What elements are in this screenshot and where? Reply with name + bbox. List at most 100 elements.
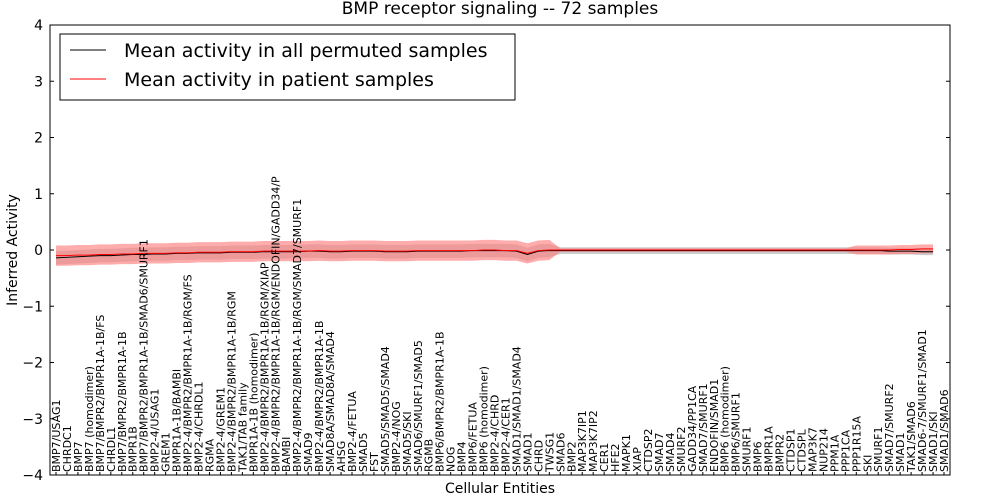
category-label: SMAD9 [302,433,315,472]
category-label: BMP2-4/BMPR2/BMPR1A-1B [313,321,326,472]
y-tick-label: 2 [34,131,43,147]
category-label: BMP2-4/BMPR2/BMPR1A-1B/RGM/XIAP [258,262,271,472]
category-label: SMURF2 [675,427,688,473]
legend-entry-patient: Mean activity in patient samples [124,69,434,91]
category-label: TAK1/SMAD6 [905,401,918,473]
category-label: SMAD6 [554,433,567,472]
category-label: BMP7/USAG1 [50,400,63,472]
category-label: SMAD4 [664,433,677,472]
y-tick-label: −1 [22,299,43,315]
y-axis-label: Inferred Activity [5,194,21,306]
category-label: SMURF1 [872,427,885,473]
category-label: PPP1R15A [850,415,863,472]
category-label: BMP7/BMPR2/BMPR1A-1B/FS [94,315,107,472]
category-label: SMAD1/SMAD6 [938,389,951,472]
x-axis-label: Cellular Entities [445,481,555,497]
series-line-permuted [55,250,934,259]
category-label: MAP3K7 [806,427,819,472]
category-label: FST [368,452,381,472]
legend-entry-permuted: Mean activity in all permuted samples [124,40,487,62]
category-label: CHRDC1 [61,425,74,472]
category-label: BMPR2 [774,434,787,472]
category-label: BMP2-4/CHRDL1 [193,381,206,472]
category-label: BMP6/BMPR2/BMPR1A-1B [434,331,447,472]
category-label: SMAD1/SKI [927,411,940,472]
category-label: BMP2-4/NOG [390,401,403,472]
category-label: SMAD5/SKI [401,411,414,472]
category-label: NUP214 [817,428,830,472]
series-line-patient [56,248,934,257]
category-label: XIAP [631,447,644,472]
category-label: BMP2-4/BMPR2/BMPR1A-1B/RGM/ENDOFIN/GADD3… [269,176,282,472]
category-label: BMP4 [456,441,469,472]
category-label: BMP2-4/BMPR2/BMPR1A-1B/RGM [225,291,238,472]
category-label: PPP1CA [839,429,852,472]
category-label: BMP7 [72,441,85,472]
category-label: BMP7/BMPR2/BMPR1A-1B [116,331,129,472]
category-label: BMP2-4/USAG1 [149,389,162,472]
category-label: BMP6/FETUA [467,402,480,472]
category-label: BMPR1B [127,426,140,472]
category-label: BMP2-4/BMPR2/BMPR1A-1B/RGM/FS [182,274,195,472]
category-label: BMPR1A-1B/BAMBI [171,369,184,472]
y-tick-label: −4 [22,468,43,484]
category-label: BMP2-4/FETUA [346,391,359,472]
category-label: BMP2-4/CER1 [499,397,512,472]
category-label: BMP7/BMPR2/BMPR1A-1B/SMAD6/SMURF1 [138,239,151,472]
category-label: SMAD1 [521,433,534,472]
category-label: TWSG1 [543,432,556,473]
category-label: SMAD8A/SMAD8A/SMAD4 [324,331,337,472]
patient-variance-band [56,239,934,266]
category-label: RGMA [203,438,216,472]
category-label: MAP3K7IP2 [587,410,600,472]
category-label: MAPK1 [620,434,633,472]
category-label: MAP3K7IP1 [576,410,589,472]
y-tick-label: −3 [22,412,43,428]
category-label: BMP6/SMURF1 [730,392,743,472]
category-label: NOG [445,447,458,472]
legend: Mean activity in all permuted samples Me… [59,33,516,101]
category-label: SMAD6/SMURF1/SMAD5 [412,340,425,472]
category-label: CTDSPL [795,429,808,472]
category-label: BMP2 [565,441,578,472]
category-label: CTDSP1 [785,429,798,472]
category-label: CER1 [598,443,611,472]
category-label: BMP2-4/CHRD [489,395,502,472]
category-label: BAMBI [280,437,293,472]
category-label: CTDSP2 [642,429,655,472]
category-label: GADD34/PP1CA [686,385,699,472]
category-label: SMURF1 [741,427,754,473]
category-label: SMAD6-7/SMURF1/SMAD1 [916,329,929,472]
y-tick-label: 4 [34,18,43,34]
category-label: SMAD7/SMURF2 [883,383,896,472]
category-label: PPM1A [828,434,841,472]
category-label: SMAD5/SMAD5/SMAD4 [379,346,392,472]
y-tick-label: 1 [34,187,43,203]
category-label: BMP6 (homodimer) [719,366,732,472]
y-axis-ticks: −4 −3 −2 −1 0 1 2 3 4 [22,18,950,484]
category-label: SMAD1 [894,433,907,472]
category-label: BMP2-4/BMPR2/BMPR1A-1B/RGM/SMAD7/SMURF1 [291,199,304,472]
category-label: CHRD [532,440,545,472]
category-label: BMPR1A-1B (homodimer) [247,333,260,472]
y-tick-label: −2 [22,356,43,372]
plot-lines [55,248,934,259]
legend-box [59,33,516,101]
category-label: CHRDL1 [105,427,118,472]
category-label: HFE2 [609,443,622,472]
category-label: ENDOFIN/SMAD1 [708,379,721,472]
plot-bands [56,239,934,266]
category-label: AHSG [335,441,348,472]
category-label: BMPR1A [763,426,776,472]
category-label: TAK1/TAB family [236,382,249,473]
category-label: SMAD5 [357,433,370,472]
y-tick-label: 0 [34,243,43,259]
chart-title: BMP receptor signaling -- 72 samples [342,0,659,19]
category-label: BMP6 [752,441,765,472]
category-label: SMAD7/SMURF1 [697,383,710,472]
category-label: RGMB [423,439,436,472]
y-tick-label: 3 [34,74,43,90]
category-label: BMP2-4/GREM1 [214,387,227,472]
